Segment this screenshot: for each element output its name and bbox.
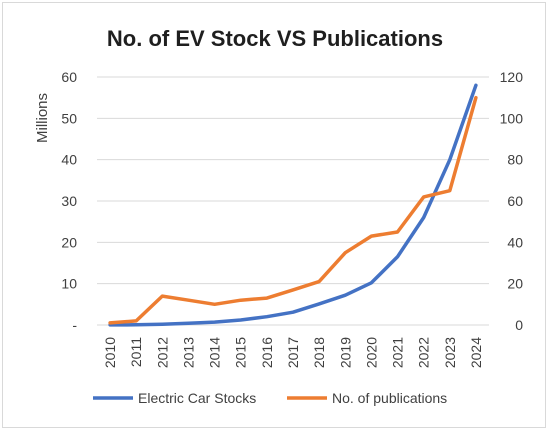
y-axis-label: Millions xyxy=(34,93,51,143)
x-ticks: 2010 2011 2012 2013 2014 2015 2016 2017 2018 2019… xyxy=(102,337,484,368)
x-tick-label: 2011 xyxy=(128,337,144,367)
chart-frame xyxy=(2,2,546,428)
right-y-tick-label: 120 xyxy=(500,69,524,85)
x-tick-label: 2013 xyxy=(180,337,196,368)
legend-label: No. of publications xyxy=(332,390,447,406)
left-y-tick-label: 60 xyxy=(61,69,77,85)
legend: Electric Car Stocks No. of publications xyxy=(93,390,447,406)
x-tick-label: 2012 xyxy=(154,337,170,368)
x-tick-label: 2014 xyxy=(207,337,223,368)
x-tick-label: 2020 xyxy=(363,337,379,368)
left-y-tick-label: 50 xyxy=(61,110,77,126)
x-tick-label: 2022 xyxy=(416,337,432,368)
left-y-tick-label: 10 xyxy=(61,276,77,292)
right-y-tick-label: 0 xyxy=(515,317,523,333)
right-y-tick-label: 80 xyxy=(507,152,523,168)
right-y-ticks: 0 20 40 60 80 100 120 xyxy=(500,69,524,333)
left-y-tick-label: 20 xyxy=(61,234,77,250)
series-lines xyxy=(108,83,478,327)
left-y-tick-label: 40 xyxy=(61,152,77,168)
x-tick-label: 2019 xyxy=(337,337,353,368)
x-tick-label: 2021 xyxy=(390,337,406,368)
series-line-2 xyxy=(108,95,478,325)
x-tick-label: 2023 xyxy=(442,337,458,368)
left-y-tick-label: 30 xyxy=(61,193,77,209)
chart-title: No. of EV Stock VS Publications xyxy=(107,26,443,51)
right-y-tick-label: 20 xyxy=(507,276,523,292)
x-tick-label: 2018 xyxy=(311,337,327,368)
left-y-tick-label: - xyxy=(72,317,77,333)
right-y-tick-label: 40 xyxy=(507,234,523,250)
x-tick-label: 2024 xyxy=(468,337,484,368)
series-line-1 xyxy=(108,83,478,327)
x-tick-label: 2015 xyxy=(233,337,249,368)
legend-label: Electric Car Stocks xyxy=(138,390,256,406)
right-y-tick-label: 100 xyxy=(500,110,524,126)
right-y-tick-label: 60 xyxy=(507,193,523,209)
x-tick-label: 2016 xyxy=(259,337,275,368)
left-y-ticks: - 10 20 30 40 50 60 xyxy=(61,69,77,333)
x-tick-label: 2017 xyxy=(285,337,301,368)
x-tick-label: 2010 xyxy=(102,337,118,368)
